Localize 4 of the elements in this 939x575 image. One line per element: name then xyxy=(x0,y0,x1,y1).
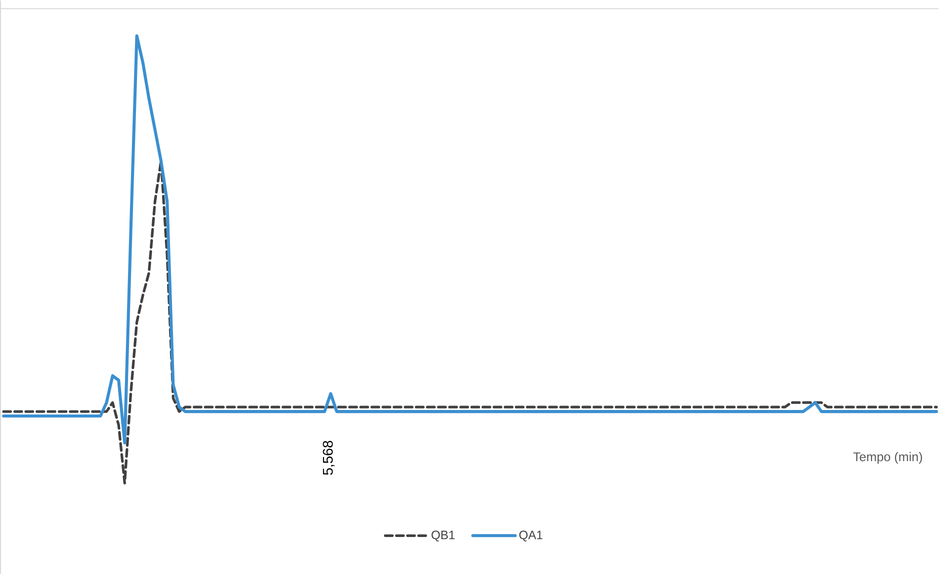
annotation: 5,568 xyxy=(322,441,334,476)
legend-label: QB1 xyxy=(432,530,455,542)
legend-label: QA1 xyxy=(519,530,542,542)
x-axis-title: Tempo (min) xyxy=(853,452,922,464)
